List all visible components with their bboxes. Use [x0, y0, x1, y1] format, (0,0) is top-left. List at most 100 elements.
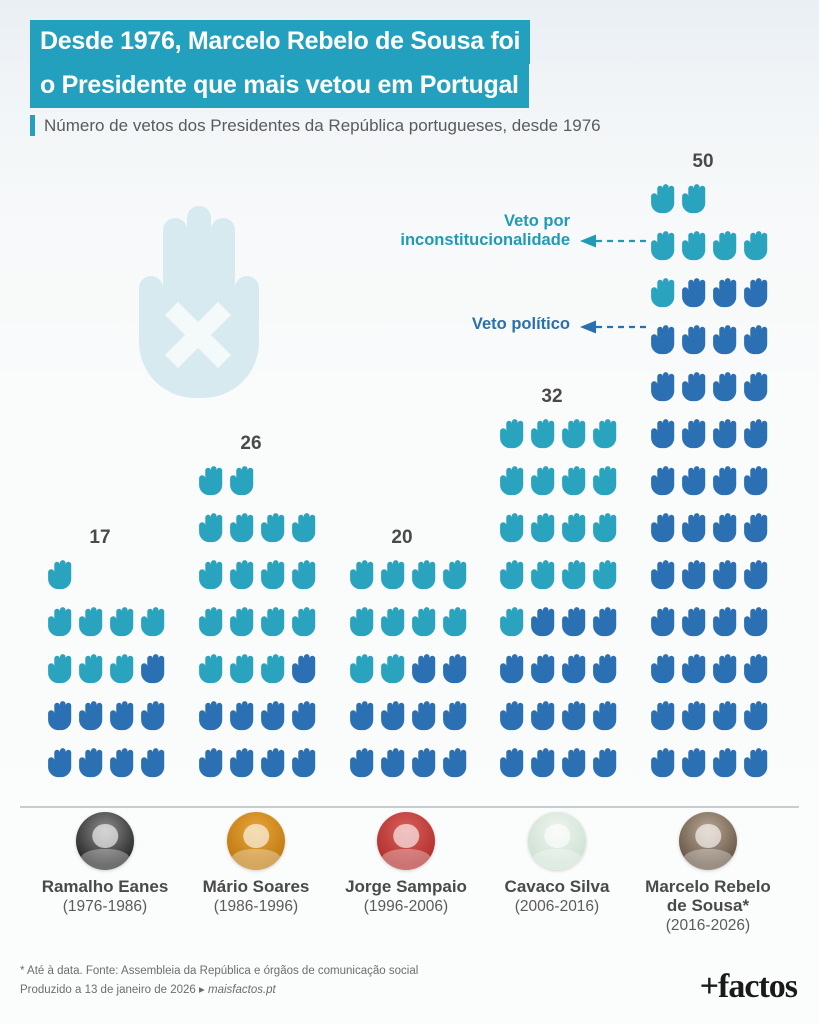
- hand-icon-politico: [741, 372, 772, 419]
- hand-icon-politico: [710, 466, 741, 513]
- hand-icon-politico: [710, 278, 741, 325]
- chart-column-1: [45, 560, 169, 795]
- president-years-3: (1996-2006): [363, 898, 449, 916]
- hand-icon-inconstitucionalidade: [45, 560, 76, 607]
- hand-icon-politico: [590, 748, 621, 795]
- hand-icon-inconstitucionalidade: [590, 466, 621, 513]
- column-total-2: 26: [240, 433, 262, 454]
- title-line-1: Desde 1976, Marcelo Rebelo de Sousa foi: [30, 20, 531, 64]
- hand-icon-politico: [528, 654, 559, 701]
- hand-icon-inconstitucionalidade: [590, 560, 621, 607]
- hand-row: [648, 513, 772, 560]
- president-years-1: (1976-1986): [62, 898, 148, 916]
- source-line-2: Produzido a 13 de janeiro de 2026 ▸ mais…: [20, 981, 418, 1000]
- hand-icon-politico: [528, 748, 559, 795]
- hand-icon-inconstitucionalidade: [347, 560, 378, 607]
- hand-icon-politico: [741, 278, 772, 325]
- hand-icon-politico: [440, 748, 471, 795]
- hand-icon-inconstitucionalidade: [258, 560, 289, 607]
- legend-inconstitucionalidade-line2: inconstitucionalidade: [400, 231, 570, 250]
- hand-icon-politico: [107, 701, 138, 748]
- hand-icon-politico: [559, 748, 590, 795]
- president-years-2: (1986-1996): [213, 898, 299, 916]
- hand-row: [497, 560, 621, 607]
- hand-icon-politico: [440, 654, 471, 701]
- hand-icon-politico: [559, 607, 590, 654]
- hand-row: [196, 748, 320, 795]
- hand-icon-inconstitucionalidade: [227, 607, 258, 654]
- hand-icon-inconstitucionalidade: [378, 560, 409, 607]
- hand-icon-politico: [76, 748, 107, 795]
- hand-row: [648, 325, 772, 372]
- hand-icon-inconstitucionalidade: [528, 419, 559, 466]
- hand-row: [497, 607, 621, 654]
- hand-row: [648, 278, 772, 325]
- legend-politico: Veto político: [378, 315, 570, 334]
- hand-icon-politico: [648, 654, 679, 701]
- hand-icon-politico: [138, 654, 169, 701]
- hand-icon-inconstitucionalidade: [289, 560, 320, 607]
- source-line-2-prefix: Produzido a 13 de janeiro de 2026 ▸: [20, 983, 208, 996]
- hand-icon-inconstitucionalidade: [648, 231, 679, 278]
- hand-icon-politico: [347, 701, 378, 748]
- subtitle-accent-bar: [30, 115, 35, 136]
- hand-icon-inconstitucionalidade: [258, 513, 289, 560]
- hand-icon-politico: [45, 748, 76, 795]
- hand-icon-inconstitucionalidade: [559, 560, 590, 607]
- hand-icon-inconstitucionalidade: [289, 607, 320, 654]
- hand-icon-inconstitucionalidade: [45, 654, 76, 701]
- legend-politico-label: Veto político: [471, 315, 570, 333]
- source-site: maisfactos.pt: [208, 983, 276, 996]
- hand-icon-politico: [196, 701, 227, 748]
- legend-inconstitucionalidade-line1: Veto por: [503, 212, 570, 230]
- hand-icon-inconstitucionalidade: [347, 654, 378, 701]
- president-block-2: Mário Soares (1986-1996): [176, 812, 336, 916]
- hand-icon-politico: [679, 748, 710, 795]
- hand-icon-politico: [710, 372, 741, 419]
- hand-icon-politico: [258, 748, 289, 795]
- hand-icon-politico: [741, 607, 772, 654]
- hand-row: [45, 748, 169, 795]
- source-line-1: * Até à data. Fonte: Assembleia da Repúb…: [20, 965, 419, 977]
- hand-icon-politico: [710, 513, 741, 560]
- president-name-4: Cavaco Silva: [504, 877, 610, 896]
- hand-icon-inconstitucionalidade: [710, 231, 741, 278]
- column-total-5: 50: [692, 151, 714, 172]
- column-total-3: 20: [391, 527, 413, 548]
- hand-icon-politico: [559, 701, 590, 748]
- hand-icon-politico: [648, 419, 679, 466]
- hand-icon-politico: [409, 701, 440, 748]
- hand-row: [196, 513, 320, 560]
- chart-column-4: [497, 419, 621, 795]
- hand-icon-politico: [679, 701, 710, 748]
- hand-icon-politico: [648, 748, 679, 795]
- hand-icon-inconstitucionalidade: [528, 560, 559, 607]
- hand-icon-politico: [138, 701, 169, 748]
- hand-icon-politico: [590, 654, 621, 701]
- hand-row: [196, 654, 320, 701]
- hand-row: [196, 560, 320, 607]
- hand-icon-inconstitucionalidade: [227, 466, 258, 513]
- hand-row: [648, 231, 772, 278]
- president-years-4: (2006-2016): [514, 898, 600, 916]
- hand-row: [347, 701, 471, 748]
- hand-row: [648, 184, 772, 231]
- hand-row: [648, 372, 772, 419]
- hand-icon-politico: [378, 748, 409, 795]
- hand-row: [497, 466, 621, 513]
- hand-icon-politico: [76, 701, 107, 748]
- hand-icon-politico: [741, 654, 772, 701]
- hand-row: [347, 560, 471, 607]
- hand-icon-inconstitucionalidade: [107, 654, 138, 701]
- hand-icon-inconstitucionalidade: [440, 607, 471, 654]
- chart-column-2: [196, 466, 320, 795]
- president-years-5: (2016-2026): [665, 917, 751, 935]
- hand-icon-politico: [648, 513, 679, 560]
- hand-icon-politico: [528, 701, 559, 748]
- hand-icon-politico: [409, 654, 440, 701]
- hand-icon-politico: [710, 701, 741, 748]
- chart-column-3: [347, 560, 471, 795]
- hand-icon-politico: [710, 325, 741, 372]
- hand-row: [648, 701, 772, 748]
